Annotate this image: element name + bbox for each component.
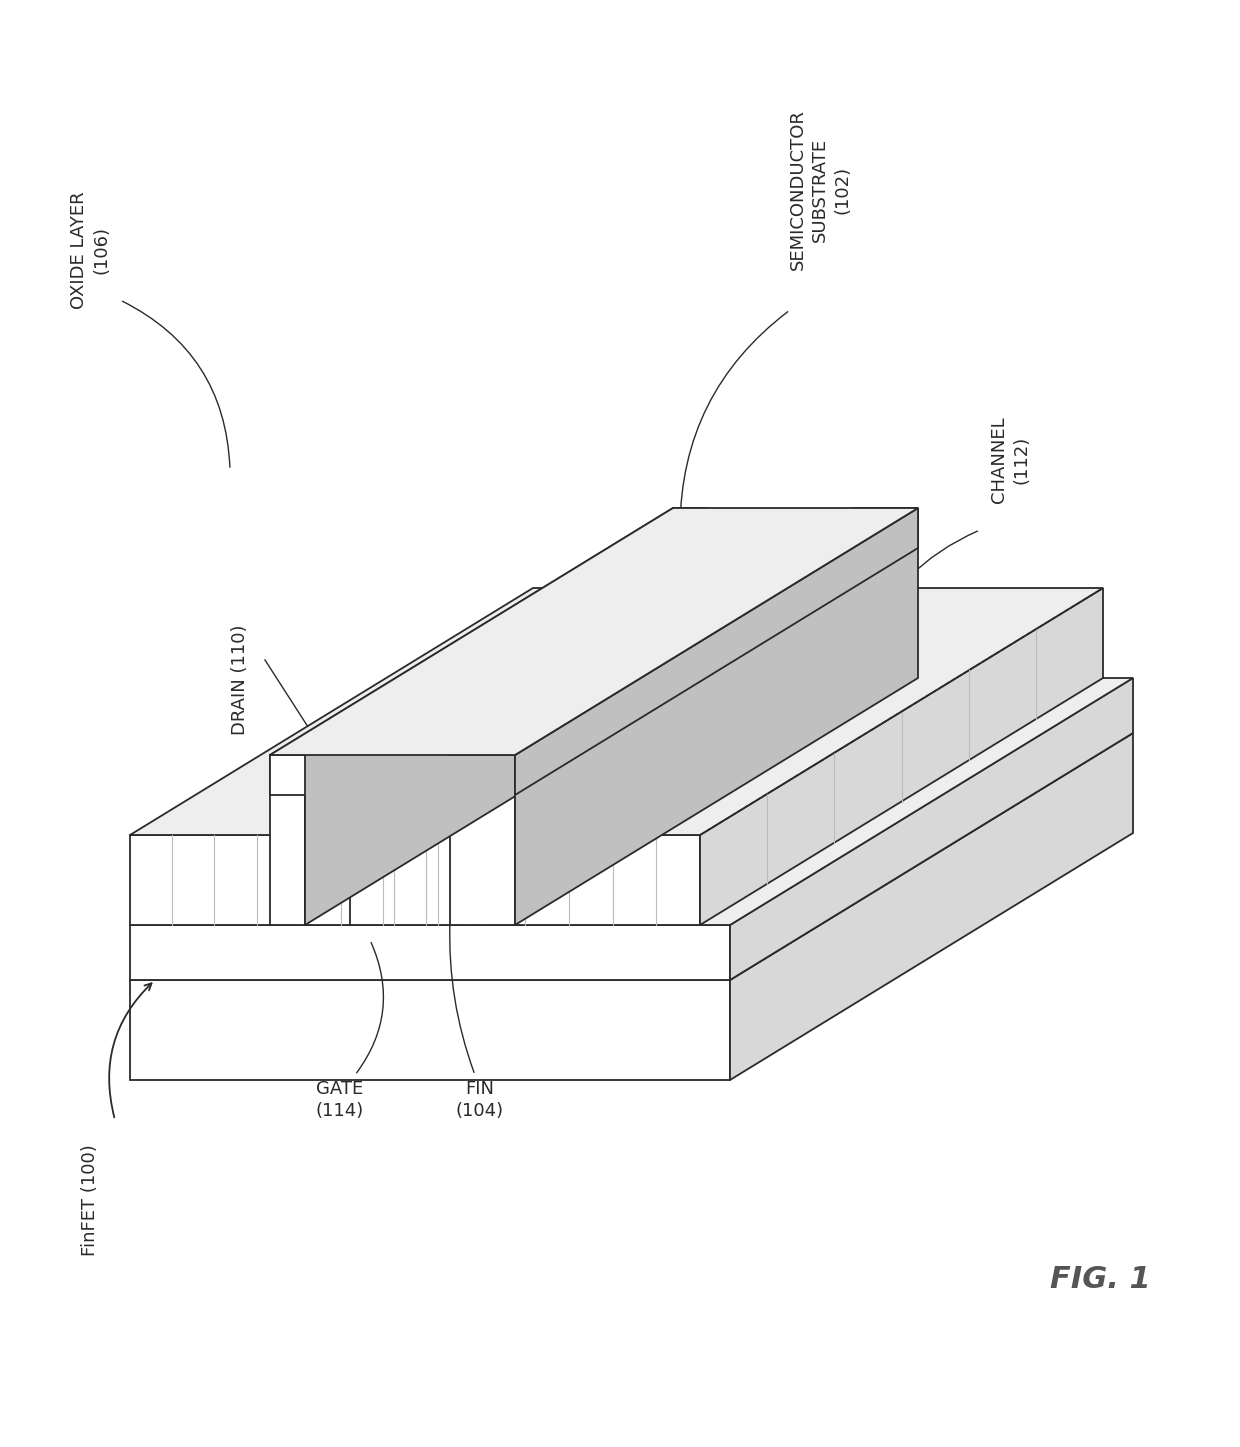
Polygon shape	[270, 508, 708, 755]
Polygon shape	[295, 794, 345, 925]
Polygon shape	[450, 755, 515, 925]
Text: SEMICONDUCTOR
SUBSTRATE
(102): SEMICONDUCTOR SUBSTRATE (102)	[789, 110, 851, 271]
Polygon shape	[270, 508, 918, 755]
Polygon shape	[295, 548, 748, 794]
Polygon shape	[305, 508, 708, 925]
Text: CHANNEL
(112): CHANNEL (112)	[990, 417, 1030, 504]
Text: FIG. 1: FIG. 1	[1049, 1266, 1151, 1295]
Polygon shape	[430, 548, 883, 794]
Polygon shape	[515, 508, 918, 794]
Polygon shape	[130, 835, 510, 925]
Polygon shape	[480, 548, 883, 925]
Polygon shape	[730, 734, 1133, 1079]
Polygon shape	[730, 679, 1133, 980]
Polygon shape	[130, 679, 1133, 925]
Polygon shape	[130, 925, 730, 980]
Text: OXIDE LAYER
(106): OXIDE LAYER (106)	[69, 191, 110, 308]
Text: DRAIN (110): DRAIN (110)	[231, 625, 249, 735]
Polygon shape	[130, 587, 913, 835]
Polygon shape	[270, 755, 515, 794]
Polygon shape	[430, 794, 480, 925]
Text: SOURCE (108): SOURCE (108)	[531, 786, 549, 915]
Polygon shape	[450, 508, 918, 755]
Text: FIN
(104): FIN (104)	[456, 1079, 505, 1120]
Text: GATE
(114): GATE (114)	[316, 1079, 365, 1120]
Polygon shape	[270, 755, 305, 925]
Polygon shape	[510, 587, 913, 925]
Polygon shape	[350, 587, 1104, 835]
Polygon shape	[701, 587, 1104, 925]
Polygon shape	[350, 835, 701, 925]
Polygon shape	[130, 980, 730, 1079]
Polygon shape	[345, 548, 748, 925]
Polygon shape	[130, 734, 1133, 980]
Text: FinFET (100): FinFET (100)	[81, 1145, 99, 1256]
Polygon shape	[515, 508, 918, 925]
